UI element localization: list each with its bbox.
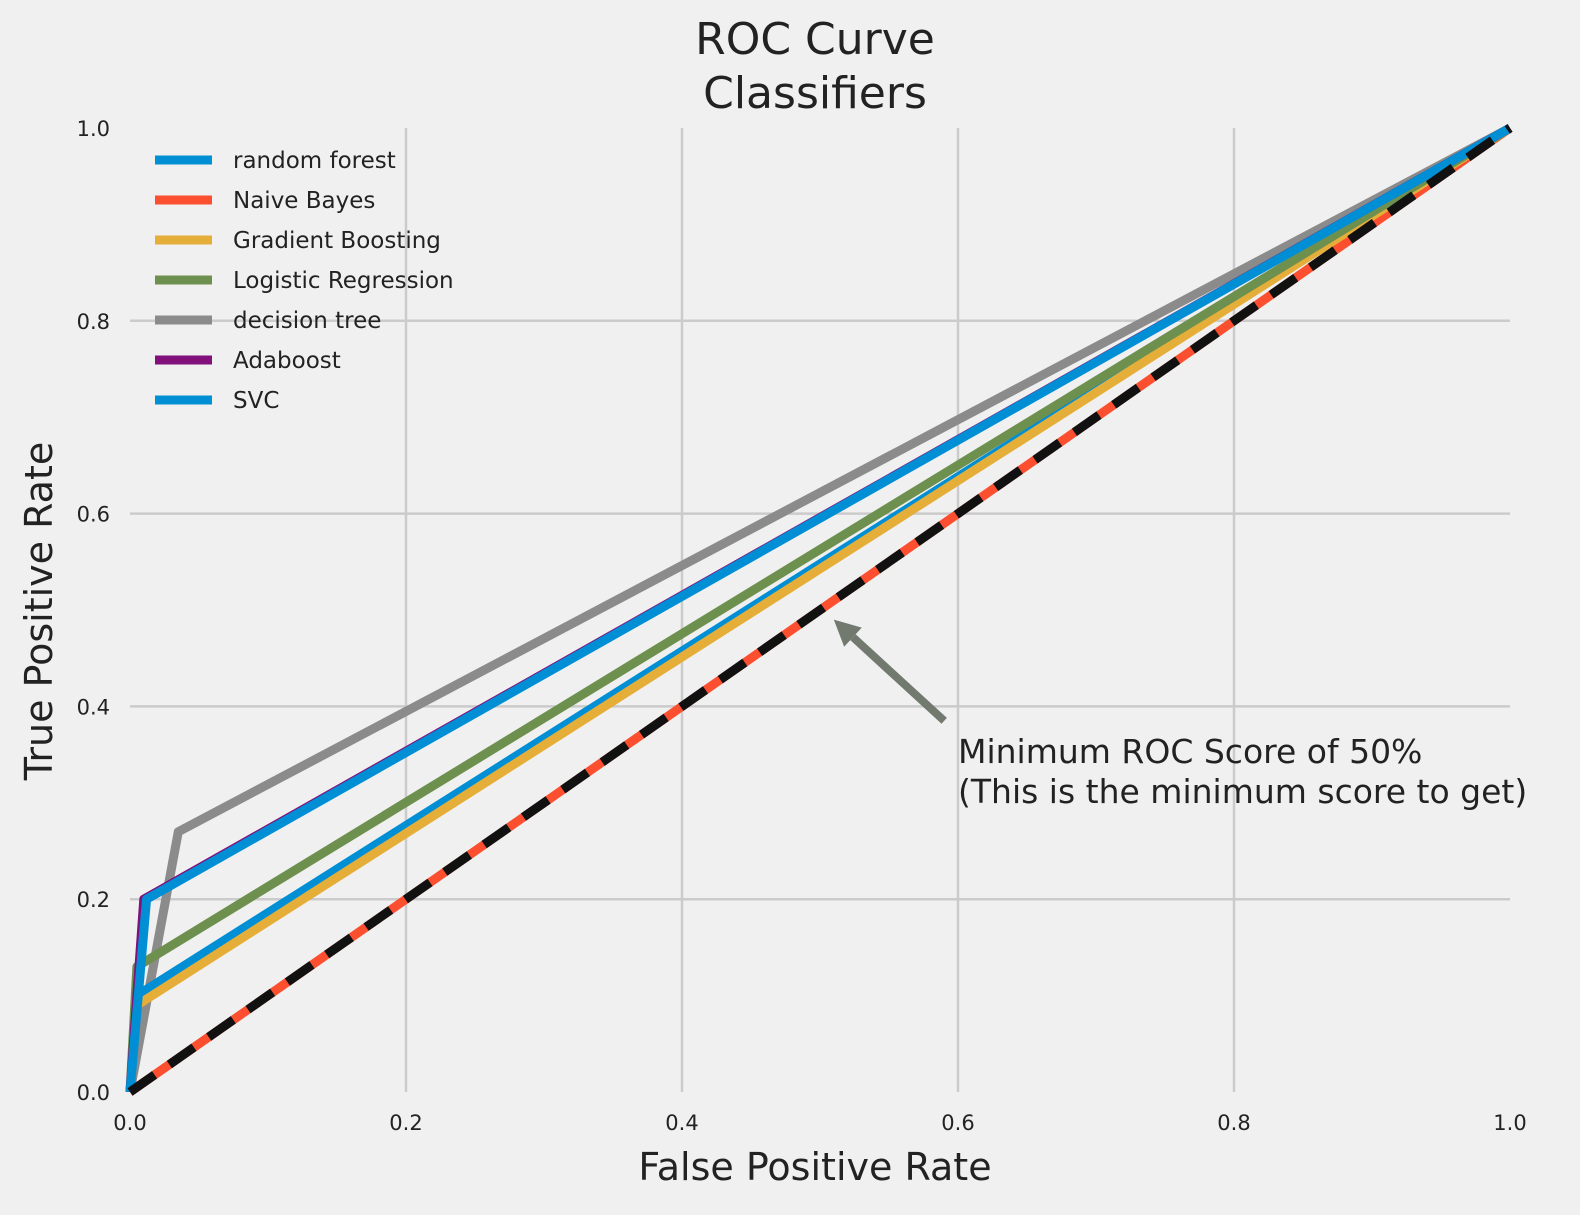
legend-label: Naive Bayes	[233, 188, 375, 214]
y-tick-label: 0.2	[77, 888, 110, 912]
chart-subtitle: Classifiers	[703, 68, 927, 119]
y-axis-label: True Positive Rate	[17, 442, 61, 782]
y-tick-label: 0.6	[77, 503, 110, 527]
legend-label: SVC	[233, 388, 279, 414]
series-line-decision-tree	[125, 124, 1513, 1093]
legend: random forest Naive Bayes Gradient Boostin…	[155, 148, 454, 414]
annotation: Minimum ROC Score of 50% (This is the mi…	[833, 619, 1527, 811]
series-lines	[125, 124, 1513, 1096]
legend-label: Logistic Regression	[233, 268, 454, 294]
y-tick-label: 1.0	[77, 117, 110, 141]
baseline-line	[127, 124, 1513, 1096]
legend-label: Gradient Boosting	[233, 228, 441, 254]
annotation-arrow-shaft	[850, 634, 947, 724]
legend-label: Adaboost	[233, 348, 341, 374]
y-tick-label: 0.4	[77, 695, 110, 719]
x-tick-label: 0.4	[665, 1111, 698, 1135]
x-axis-label: False Positive Rate	[638, 1145, 991, 1189]
y-tick-label: 0.8	[77, 310, 110, 334]
annotation-arrow-head	[833, 619, 862, 647]
x-tick-label: 0.0	[113, 1111, 146, 1135]
annotation-text-line: Minimum ROC Score of 50%	[958, 732, 1422, 771]
x-tick-label: 1.0	[1493, 1111, 1526, 1135]
chart-title: ROC Curve	[695, 14, 935, 65]
annotation-text-line: (This is the minimum score to get)	[958, 772, 1527, 811]
y-tick-label: 0.0	[77, 1081, 110, 1105]
x-tick-label: 0.2	[389, 1111, 422, 1135]
legend-label: random forest	[233, 148, 396, 174]
tick-labels: 0.0 0.2 0.4 0.6 0.8 1.0 0.0 0.2 0.4 0.6 0.8 1.0	[77, 117, 1527, 1135]
x-tick-label: 0.8	[1217, 1111, 1250, 1135]
legend-label: decision tree	[233, 308, 381, 334]
series-line-svc	[125, 124, 1513, 1093]
x-tick-label: 0.6	[941, 1111, 974, 1135]
